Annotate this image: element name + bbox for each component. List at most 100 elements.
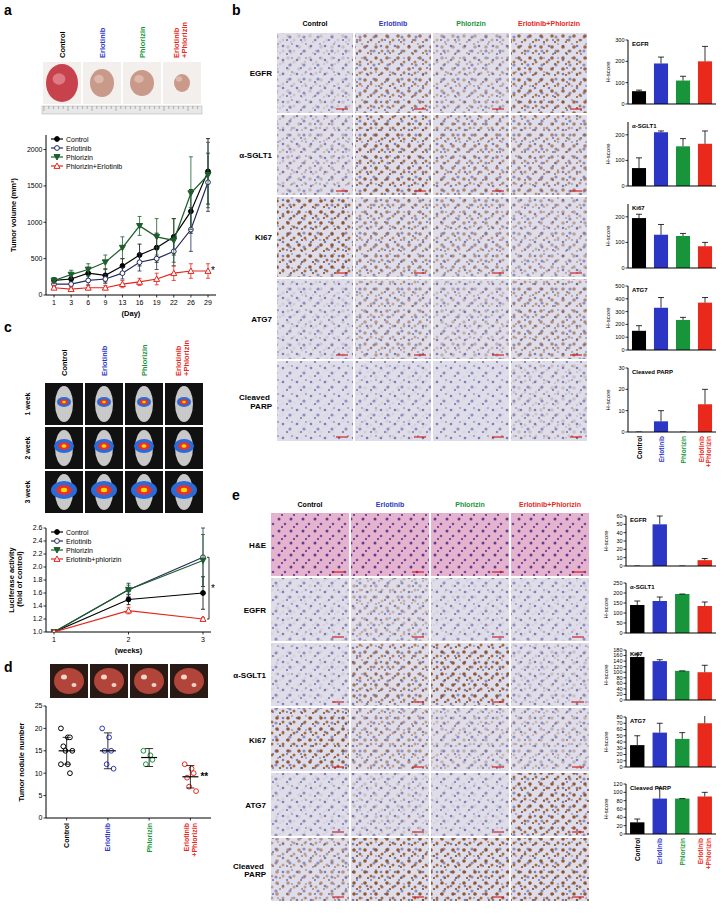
- micrograph-stain: [511, 773, 589, 836]
- data-point: [194, 789, 199, 794]
- y-axis: [628, 204, 629, 268]
- micrograph: [431, 838, 509, 901]
- y-axis: [626, 583, 627, 633]
- y-axis-label: H-score: [603, 731, 609, 753]
- error-bar: [658, 57, 664, 63]
- scale-bar: [336, 355, 348, 356]
- signal-peak: [61, 488, 68, 493]
- x-tick-label: 13: [119, 299, 127, 306]
- y-axis: [46, 135, 47, 295]
- legend-marker: [55, 146, 60, 151]
- signal-core: [140, 399, 148, 405]
- y-tick-label: 60: [616, 806, 622, 812]
- y-tick: [626, 82, 629, 83]
- plot-marks: [630, 594, 712, 633]
- y-tick-label: 0: [619, 831, 622, 837]
- error-cap: [679, 732, 685, 733]
- y-tick-label: 400: [615, 296, 624, 302]
- bar: [676, 146, 690, 186]
- error-bar: [69, 270, 73, 279]
- y-axis-label: H-score: [605, 143, 611, 165]
- bar: [653, 524, 667, 566]
- y-tick-label: 0: [619, 563, 622, 569]
- data-point: [188, 191, 194, 196]
- micrograph-stain: [271, 578, 349, 641]
- error-stem: [637, 819, 638, 822]
- error-cap: [103, 255, 107, 256]
- bar: [676, 81, 690, 104]
- micrograph: [271, 513, 349, 576]
- micrograph-stain: [351, 643, 429, 706]
- row-label: Cleaved PARP: [233, 862, 267, 880]
- scale-bar: [336, 437, 348, 438]
- series-line: [54, 182, 208, 284]
- y-tick: [624, 650, 627, 651]
- mouse-photo: [165, 471, 203, 513]
- error-cap: [120, 258, 124, 259]
- data-point: [171, 270, 177, 275]
- x-tick: [190, 818, 191, 821]
- y-tick: [624, 735, 627, 736]
- y-tick: [44, 795, 47, 796]
- x-axis-label: (weeks): [115, 646, 143, 655]
- y-tick: [624, 784, 627, 785]
- mouse: [95, 430, 113, 466]
- legend-marker: [55, 539, 60, 544]
- signal: [54, 439, 74, 453]
- y-tick-label: 0: [619, 697, 622, 703]
- error-bar: [634, 819, 640, 822]
- mouse: [55, 430, 73, 466]
- error-bar: [636, 326, 642, 331]
- ruler-tick: [68, 106, 69, 111]
- micrograph-stain: [433, 361, 509, 441]
- y-axis-label: H-score: [603, 597, 609, 619]
- tumor-photo: [43, 62, 81, 104]
- scale-bar: [492, 767, 504, 768]
- legend-label: Erlotinib: [66, 538, 91, 545]
- mouse-photo: [45, 427, 83, 469]
- error-cap: [658, 410, 664, 411]
- error-cap: [658, 57, 664, 58]
- lung: [54, 668, 84, 694]
- micrograph-stain: [277, 115, 353, 195]
- data-point: [85, 267, 91, 272]
- error-bar: [86, 264, 90, 276]
- x-tick: [54, 295, 55, 298]
- y-tick-label: 100: [613, 789, 622, 795]
- label-line: Erlotinib: [698, 436, 705, 462]
- error-cap: [189, 229, 193, 230]
- x-tick-label: Erlotinib+Phlorizin: [183, 823, 198, 857]
- mouse-photo: [125, 471, 163, 513]
- row-label: Ki67: [249, 736, 266, 745]
- micrograph: [511, 115, 587, 195]
- data-point: [120, 271, 125, 276]
- bar: [676, 236, 690, 268]
- y-tick-label: 20: [35, 725, 43, 732]
- x-tick-label: Phlorizin: [680, 436, 687, 463]
- micrograph-stain: [277, 33, 353, 113]
- error-cap: [636, 157, 642, 158]
- x-tick-label: Erlotinib: [104, 823, 111, 851]
- error-cap: [120, 279, 124, 280]
- scale-bar: [570, 355, 582, 356]
- data-point: [68, 286, 74, 291]
- x-tick: [203, 632, 204, 635]
- error-cap: [206, 278, 210, 279]
- photo-label: Control: [58, 31, 67, 58]
- error-bar: [636, 158, 642, 168]
- x-axis: [628, 432, 716, 433]
- label-line: Erlotinib: [697, 838, 704, 864]
- plot-marks: [636, 389, 712, 432]
- ruler-tick: [168, 106, 169, 109]
- annotation: **: [200, 771, 208, 782]
- y-tick: [626, 160, 629, 161]
- micrograph: [433, 279, 509, 359]
- bar: [698, 606, 712, 633]
- data-point: [126, 587, 131, 592]
- y-tick-label: 160: [613, 652, 622, 658]
- photo-label: Phlorizin: [140, 344, 149, 376]
- row-label: ATG7: [251, 315, 272, 324]
- row-label: Ki67: [255, 233, 272, 242]
- bar: [630, 822, 644, 834]
- nodule: [192, 683, 197, 687]
